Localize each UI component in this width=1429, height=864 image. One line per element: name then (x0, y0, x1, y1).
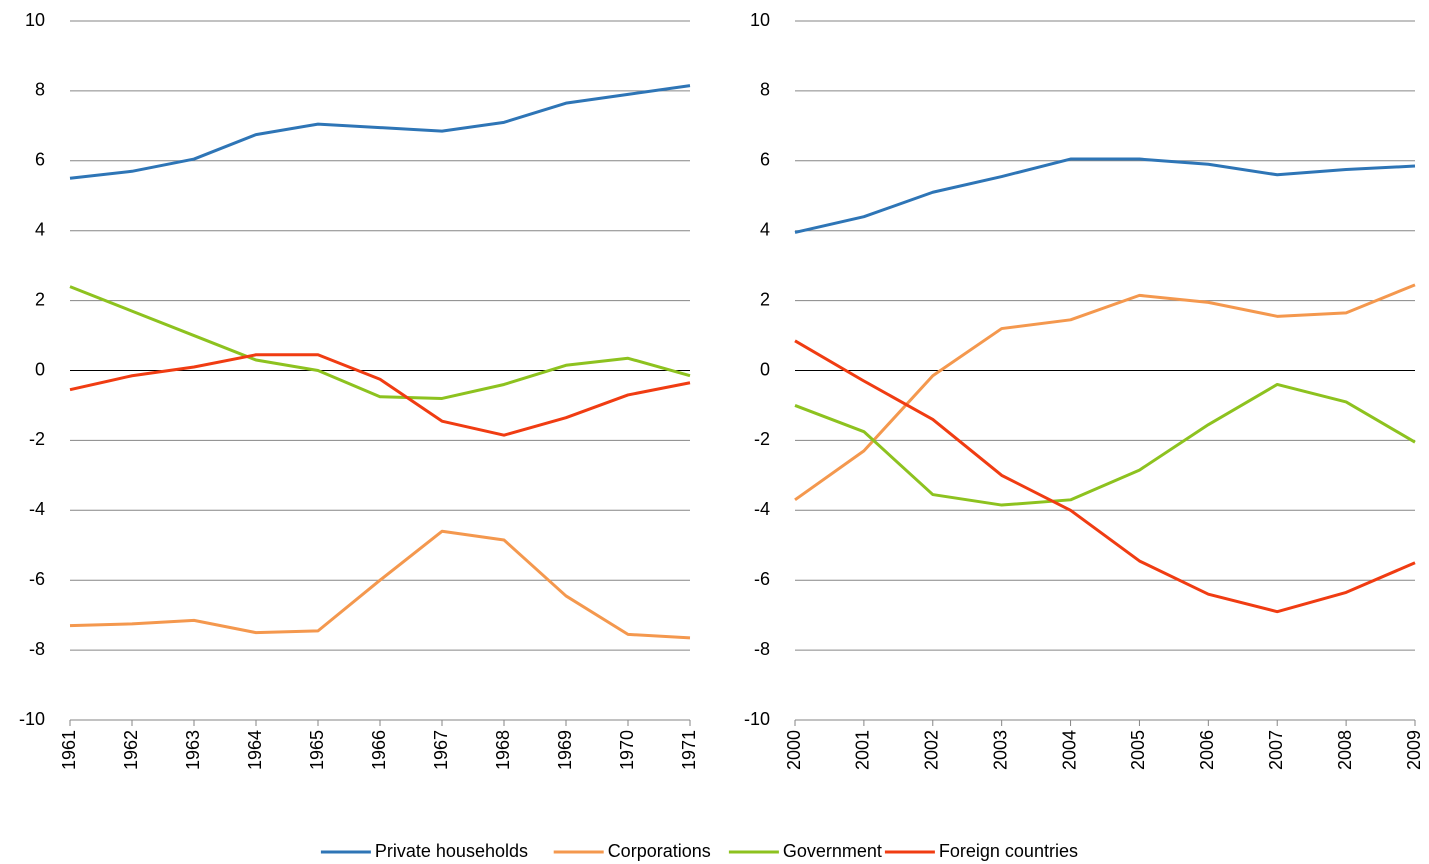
x-tick-label: 1966 (369, 730, 389, 770)
series-line (69, 353, 691, 437)
y-tick-label: 8 (760, 80, 770, 100)
x-tick-label: 2006 (1197, 730, 1217, 770)
series-line (69, 285, 691, 400)
y-tick-label: -10 (19, 709, 45, 729)
legend-label: Corporations (608, 841, 711, 861)
y-tick-label: -10 (744, 709, 770, 729)
x-tick-label: 2000 (784, 730, 804, 770)
series-line (794, 382, 1416, 507)
y-tick-label: -4 (754, 499, 770, 519)
series-line (794, 339, 1416, 614)
y-tick-label: -8 (754, 639, 770, 659)
y-tick-label: -2 (754, 429, 770, 449)
y-tick-label: 8 (35, 80, 45, 100)
y-tick-label: -6 (754, 569, 770, 589)
y-tick-label: 0 (35, 359, 45, 379)
y-tick-label: 4 (35, 219, 45, 239)
x-tick-label: 2008 (1335, 730, 1355, 770)
x-tick-label: 1969 (555, 730, 575, 770)
y-tick-label: -4 (29, 499, 45, 519)
series-line (69, 529, 691, 640)
x-tick-label: 2001 (853, 730, 873, 770)
y-tick-label: 2 (35, 289, 45, 309)
x-tick-label: 2004 (1059, 730, 1079, 770)
x-tick-label: 1968 (493, 730, 513, 770)
y-tick-label: 4 (760, 219, 770, 239)
legend-label: Foreign countries (939, 841, 1078, 861)
x-tick-label: 2003 (990, 730, 1010, 770)
y-tick-label: -8 (29, 639, 45, 659)
legend-label: Government (783, 841, 882, 861)
x-tick-label: 2007 (1266, 730, 1286, 770)
legend-label: Private households (375, 841, 528, 861)
x-tick-label: 1962 (121, 730, 141, 770)
x-tick-label: 1961 (59, 730, 79, 770)
y-tick-label: -2 (29, 429, 45, 449)
x-tick-label: 1967 (431, 730, 451, 770)
x-tick-label: 1963 (183, 730, 203, 770)
x-tick-label: 1970 (617, 730, 637, 770)
y-tick-label: 6 (35, 150, 45, 170)
y-tick-label: 10 (750, 10, 770, 30)
y-tick-label: -6 (29, 569, 45, 589)
x-tick-label: 1964 (245, 730, 265, 770)
x-tick-label: 2005 (1128, 730, 1148, 770)
x-tick-label: 1971 (679, 730, 699, 770)
x-tick-label: 2002 (922, 730, 942, 770)
series-line (69, 84, 691, 180)
x-tick-label: 2009 (1404, 730, 1424, 770)
y-tick-label: 0 (760, 359, 770, 379)
y-tick-label: 6 (760, 150, 770, 170)
series-line (794, 157, 1416, 234)
y-tick-label: 10 (25, 10, 45, 30)
series-line (794, 283, 1416, 502)
x-tick-label: 1965 (307, 730, 327, 770)
y-tick-label: 2 (760, 289, 770, 309)
